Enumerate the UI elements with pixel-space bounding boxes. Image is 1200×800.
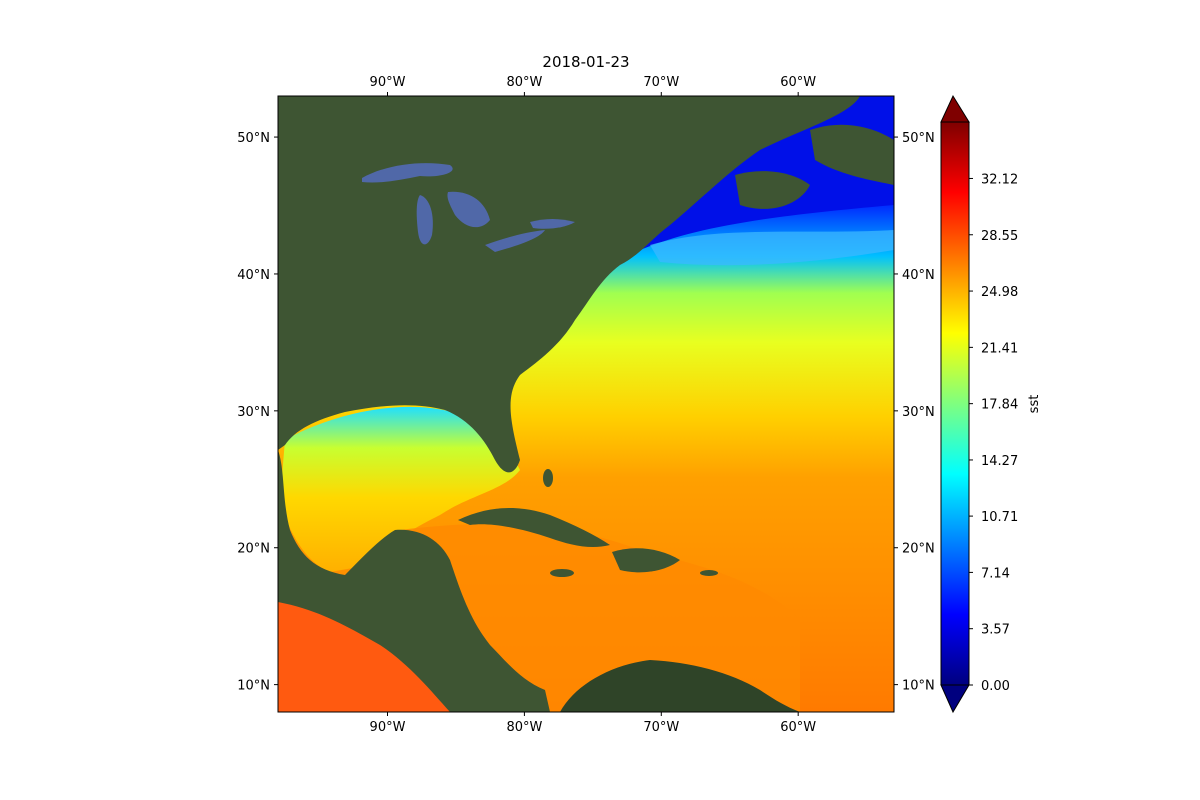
lon-tick-label-bottom: 70°W — [643, 720, 679, 735]
map-frame — [277, 95, 895, 713]
latitude-ticks-right: 50°N 40°N 30°N 20°N 10°N — [894, 131, 935, 694]
colorbar-tick-label: 17.84 — [981, 398, 1018, 413]
longitude-ticks-bottom: 90°W 80°W 70°W 60°W — [370, 712, 816, 735]
lat-tick-label-left: 30°N — [237, 405, 270, 420]
gulf-of-mexico — [280, 406, 520, 572]
land-bahamas — [543, 469, 553, 487]
lon-tick-label-top: 80°W — [506, 75, 542, 90]
colorbar-tick-label: 10.71 — [981, 510, 1018, 525]
lat-tick-label-left: 20°N — [237, 542, 270, 557]
land-maritimes — [735, 171, 810, 209]
lat-tick-label-right: 20°N — [902, 542, 935, 557]
colorbar-tick-label: 28.55 — [981, 229, 1018, 244]
colorbar-label: sst — [1027, 395, 1042, 414]
latitude-ticks-left: 50°N 40°N 30°N 20°N 10°N — [237, 131, 278, 694]
colorbar-body — [940, 121, 970, 686]
map-title: 2018-01-23 — [542, 53, 629, 71]
colorbar-extend-max — [940, 94, 970, 123]
colorbar-ticks: 0.00 3.57 7.14 10.71 14.27 17.84 21.41 24.98 28.… — [969, 172, 1018, 694]
lat-tick-label-right: 50°N — [902, 131, 935, 146]
lake-erie — [485, 230, 545, 252]
map-panel — [278, 96, 894, 712]
lat-tick-label-right: 10°N — [902, 679, 935, 694]
longitude-ticks-top: 90°W 80°W 70°W 60°W — [370, 75, 816, 96]
land-mexico-central-america — [278, 450, 550, 712]
lat-tick-label-right: 30°N — [902, 405, 935, 420]
lon-tick-label-bottom: 80°W — [506, 720, 542, 735]
colorbar-tick-label: 32.12 — [981, 172, 1018, 187]
colorbar-tick-label: 14.27 — [981, 454, 1018, 469]
colorbar-extend-min — [940, 684, 970, 714]
land-north-america — [278, 96, 860, 473]
lat-tick-label-left: 10°N — [237, 679, 270, 694]
lat-tick-label-right: 40°N — [902, 268, 935, 283]
labrador-current — [650, 230, 894, 266]
colorbar-tick-label: 21.41 — [981, 341, 1018, 356]
lat-tick-label-left: 50°N — [237, 131, 270, 146]
land-south-america — [560, 660, 800, 712]
colorbar-tick-label: 0.00 — [981, 679, 1010, 694]
lon-tick-label-top: 90°W — [370, 75, 406, 90]
lake-michigan — [416, 195, 433, 245]
lon-tick-label-top: 60°W — [780, 75, 816, 90]
land-newfoundland — [810, 124, 894, 185]
colorbar: 0.00 3.57 7.14 10.71 14.27 17.84 21.41 24.98 28.… — [940, 94, 1042, 714]
colorbar-tick-label: 7.14 — [981, 566, 1010, 581]
eastern-pacific — [278, 600, 450, 712]
lon-tick-label-top: 70°W — [643, 75, 679, 90]
colorbar-tick-label: 24.98 — [981, 285, 1018, 300]
lon-tick-label-bottom: 90°W — [370, 720, 406, 735]
land-jamaica — [550, 569, 574, 577]
lake-ontario — [530, 219, 575, 229]
lon-tick-label-bottom: 60°W — [780, 720, 816, 735]
lat-tick-label-left: 40°N — [237, 268, 270, 283]
lake-superior — [362, 163, 453, 183]
colorbar-tick-label: 3.57 — [981, 623, 1010, 638]
lake-huron — [447, 191, 490, 228]
land-cuba — [458, 508, 610, 548]
land-hispaniola — [612, 548, 680, 573]
land-puerto-rico — [700, 570, 718, 576]
